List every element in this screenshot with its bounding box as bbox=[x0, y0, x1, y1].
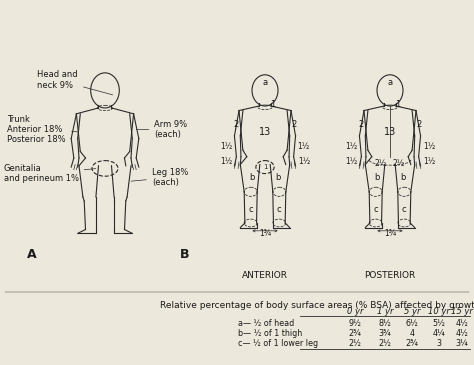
Text: b: b bbox=[275, 173, 281, 182]
Text: 3: 3 bbox=[437, 339, 441, 349]
Text: c: c bbox=[248, 205, 253, 215]
Text: 6½: 6½ bbox=[406, 319, 419, 328]
Text: 2¾: 2¾ bbox=[406, 339, 419, 349]
Text: 1½: 1½ bbox=[298, 157, 310, 166]
Text: c— ½ of 1 lower leg: c— ½ of 1 lower leg bbox=[238, 339, 318, 349]
Text: 1½: 1½ bbox=[220, 142, 233, 151]
Text: 1¾: 1¾ bbox=[259, 229, 271, 238]
Text: c: c bbox=[402, 205, 407, 215]
Text: 4½: 4½ bbox=[456, 330, 468, 338]
Text: 2½: 2½ bbox=[393, 159, 405, 168]
Text: Genitalia
and perineum 1%: Genitalia and perineum 1% bbox=[4, 164, 96, 183]
Text: 2: 2 bbox=[416, 120, 421, 129]
Text: 1½: 1½ bbox=[423, 142, 435, 151]
Text: 5 yr: 5 yr bbox=[404, 307, 420, 316]
Text: 2½: 2½ bbox=[348, 339, 362, 349]
Text: 3¾: 3¾ bbox=[379, 330, 392, 338]
Text: A: A bbox=[27, 248, 37, 261]
Text: 1½: 1½ bbox=[345, 157, 357, 166]
Text: 1½: 1½ bbox=[297, 142, 310, 151]
Text: c: c bbox=[277, 205, 282, 215]
Text: 9½: 9½ bbox=[348, 319, 362, 328]
Text: POSTERIOR: POSTERIOR bbox=[365, 271, 416, 280]
Text: 15 yr: 15 yr bbox=[451, 307, 473, 316]
Text: 3¼: 3¼ bbox=[456, 339, 468, 349]
Text: Arm 9%
(each): Arm 9% (each) bbox=[137, 120, 188, 139]
Text: ANTERIOR: ANTERIOR bbox=[242, 271, 288, 280]
Text: Head and
neck 9%: Head and neck 9% bbox=[37, 70, 113, 95]
Text: 1¾: 1¾ bbox=[384, 229, 396, 238]
Text: 2½: 2½ bbox=[379, 339, 392, 349]
Text: 13: 13 bbox=[384, 127, 396, 137]
Text: b— ½ of 1 thigh: b— ½ of 1 thigh bbox=[238, 330, 302, 338]
Text: 1½: 1½ bbox=[220, 157, 232, 166]
Text: 1: 1 bbox=[395, 100, 401, 109]
Text: B: B bbox=[180, 248, 190, 261]
Text: a: a bbox=[263, 78, 267, 87]
Text: 1: 1 bbox=[270, 100, 275, 109]
Text: 0 yr: 0 yr bbox=[347, 307, 363, 316]
Text: b: b bbox=[401, 173, 406, 182]
Text: 8½: 8½ bbox=[379, 319, 392, 328]
Text: 2: 2 bbox=[234, 120, 239, 129]
Text: 1½: 1½ bbox=[345, 142, 357, 151]
Text: b: b bbox=[374, 173, 380, 182]
Text: 4¼: 4¼ bbox=[433, 330, 446, 338]
Text: 10 yr: 10 yr bbox=[428, 307, 450, 316]
Text: c: c bbox=[374, 205, 378, 215]
Text: 1: 1 bbox=[263, 164, 267, 170]
Text: a: a bbox=[387, 78, 392, 87]
Text: Trunk
Anterior 18%
Posterior 18%: Trunk Anterior 18% Posterior 18% bbox=[8, 115, 78, 144]
Text: a— ½ of head: a— ½ of head bbox=[238, 319, 294, 328]
Text: 1 yr: 1 yr bbox=[377, 307, 393, 316]
Text: 2¾: 2¾ bbox=[348, 330, 362, 338]
Text: 1½: 1½ bbox=[423, 157, 435, 166]
Text: b: b bbox=[249, 173, 255, 182]
Text: 4: 4 bbox=[410, 330, 414, 338]
Text: Leg 18%
(each): Leg 18% (each) bbox=[131, 168, 188, 187]
Text: 2: 2 bbox=[359, 120, 364, 129]
Text: 2½: 2½ bbox=[375, 159, 387, 168]
Text: 5½: 5½ bbox=[433, 319, 446, 328]
Text: 2: 2 bbox=[291, 120, 296, 129]
Text: 13: 13 bbox=[259, 127, 271, 137]
Text: Relative percentage of body surface areas (% BSA) affected by growth: Relative percentage of body surface area… bbox=[160, 301, 474, 310]
Text: 4½: 4½ bbox=[456, 319, 468, 328]
